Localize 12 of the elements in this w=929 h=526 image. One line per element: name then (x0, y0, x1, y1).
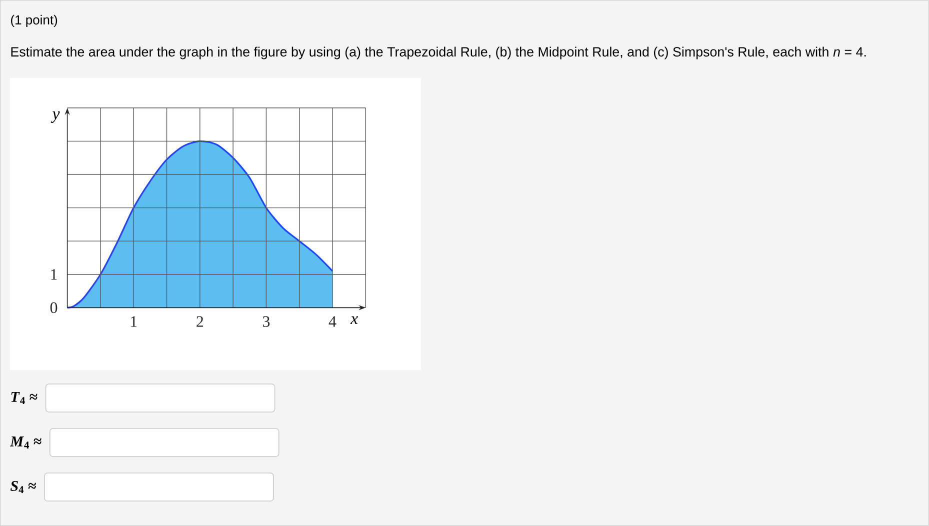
x-axis-title: x (350, 316, 358, 324)
text: S$_{4}$ ≈ (10, 480, 36, 494)
x-tick-label: 3 (262, 316, 270, 327)
chart-title: (1 point) (11, 14, 58, 28)
y-tick-label: 0 (50, 302, 58, 314)
text: M$_{4}$ ≈ (10, 436, 42, 448)
x-tick-label: 4 (328, 316, 336, 327)
x-tick-label: 1 (131, 316, 137, 327)
y-axis-title: y (50, 111, 60, 123)
x-tick-label: 2 (196, 316, 204, 327)
text: Estimate the area under the graph in the figure by using (a) the Trapezoidal Rule, (b) the Midpoint Rule, and (c) Simpson's Rule, each with n = 4. (11, 46, 866, 60)
text: T$_{4}$ ≈ (11, 392, 38, 404)
